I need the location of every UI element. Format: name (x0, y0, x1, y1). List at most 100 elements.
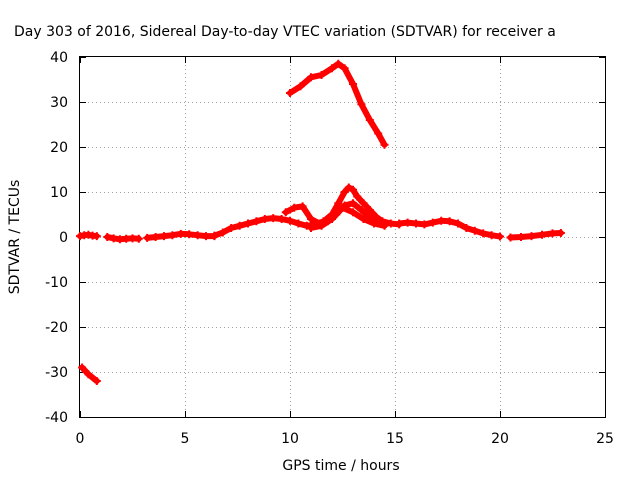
data-point (548, 229, 557, 238)
data-point (359, 199, 368, 208)
data-point (445, 217, 454, 226)
data-point (395, 219, 404, 228)
data-point (103, 233, 112, 241)
data-point (92, 377, 101, 385)
data-point (420, 220, 429, 229)
data-point (185, 230, 194, 239)
data-point (294, 219, 303, 228)
ticks (80, 57, 606, 418)
data-point (252, 217, 261, 226)
data-point (334, 59, 343, 68)
x-tick-label: 20 (491, 431, 509, 447)
data-point (349, 199, 357, 208)
data-point (193, 231, 202, 240)
data-point (227, 224, 236, 232)
data-point (370, 219, 378, 228)
y-tick-label: 10 (50, 185, 68, 201)
data-point (328, 64, 336, 73)
data-point (437, 216, 446, 225)
data-point (357, 100, 366, 109)
data-point (340, 64, 349, 73)
data-point (380, 140, 389, 149)
data-point (462, 224, 471, 232)
y-tick-label: -30 (45, 365, 68, 381)
data-point (281, 208, 290, 217)
data-point (428, 218, 437, 227)
y-tick-label: -20 (45, 320, 68, 336)
data-point (338, 203, 347, 212)
data-point (349, 80, 357, 88)
data-point (527, 232, 536, 241)
y-tick-label: 0 (59, 230, 68, 246)
y-tick-label: -10 (45, 275, 68, 291)
x-tick-label: 10 (281, 431, 299, 447)
data-point (307, 215, 315, 223)
data-point (454, 219, 462, 228)
data-point (260, 215, 269, 223)
series-trace (287, 60, 388, 148)
data-point (235, 221, 244, 230)
data-point (538, 230, 546, 239)
data-point (210, 231, 219, 240)
y-tick-label: 30 (50, 95, 68, 111)
data-point (365, 116, 374, 124)
data-point (487, 231, 496, 240)
data-point (143, 233, 152, 242)
data-point (244, 219, 252, 228)
data-point (357, 206, 366, 214)
data-point (334, 199, 343, 208)
data-point (307, 224, 315, 232)
data-point (470, 226, 479, 235)
data-point (286, 216, 294, 225)
x-tick-label: 15 (386, 431, 404, 447)
data-point (317, 71, 326, 79)
data-point (349, 208, 357, 217)
data-point (340, 188, 349, 196)
data-point (176, 229, 185, 238)
tick-labels: 0 5 10 15 20 25 -40 -30 -20 -10 0 10 20 30 40 (45, 50, 614, 447)
data-point (374, 129, 383, 138)
data-point (506, 233, 515, 242)
data-point (317, 221, 326, 230)
data-point (380, 221, 389, 230)
data-point (151, 233, 160, 241)
data-point (168, 231, 177, 240)
x-tick-label: 25 (596, 431, 614, 447)
data-point (496, 232, 504, 241)
data-point (290, 203, 299, 212)
data-point (134, 234, 143, 243)
data-point (84, 370, 93, 379)
y-axis-label: SDTVAR / TECUs (7, 180, 23, 295)
data-point (479, 229, 488, 238)
data-point (269, 214, 278, 223)
data-point (359, 215, 368, 223)
data-point (353, 192, 362, 201)
data-point (92, 232, 101, 241)
data-point (344, 183, 353, 192)
data-point (296, 82, 305, 91)
data-point (365, 206, 374, 214)
data-point (386, 219, 395, 228)
data-point (218, 228, 227, 237)
data-point (403, 218, 412, 227)
x-axis-label: GPS time / hours (282, 458, 399, 474)
data-point (160, 232, 168, 241)
x-tick-label: 0 (76, 431, 85, 447)
data-point (286, 89, 294, 97)
data-point (517, 233, 525, 241)
x-tick-label: 5 (181, 431, 190, 447)
data-point (78, 363, 87, 372)
data-point (349, 185, 357, 194)
data-point (412, 219, 420, 228)
y-tick-label: -40 (45, 410, 68, 426)
data-point (556, 228, 565, 237)
y-tick-label: 40 (50, 50, 68, 66)
data-point (277, 215, 286, 223)
data-points (76, 59, 565, 385)
data-point (298, 202, 307, 211)
data-point (328, 215, 336, 223)
data-point (307, 73, 315, 82)
y-tick-label: 20 (50, 140, 68, 156)
data-point (202, 232, 210, 241)
